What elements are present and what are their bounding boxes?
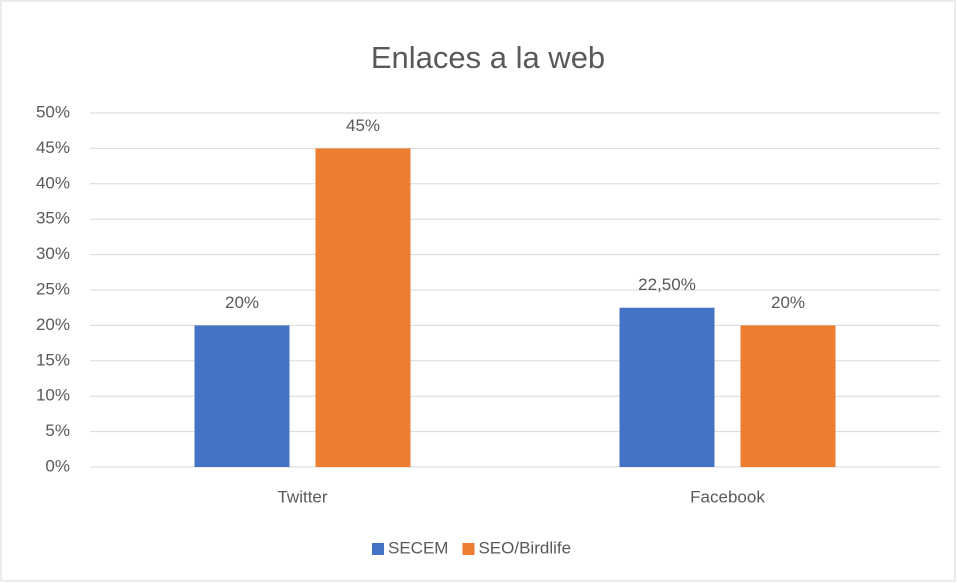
value-label: 45% xyxy=(346,116,380,135)
legend-swatch xyxy=(462,543,475,555)
bar xyxy=(740,325,836,467)
bar xyxy=(194,325,290,467)
y-tick-label: 15% xyxy=(36,350,70,369)
bar xyxy=(315,148,411,467)
y-tick-label: 5% xyxy=(45,421,70,440)
bar xyxy=(619,307,715,467)
legend-label: SECEM xyxy=(388,538,448,557)
value-label: 22,50% xyxy=(638,275,696,294)
y-tick-label: 0% xyxy=(45,456,70,475)
y-tick-label: 20% xyxy=(36,315,70,334)
y-tick-label: 35% xyxy=(36,209,70,228)
y-tick-label: 40% xyxy=(36,173,70,192)
value-label: 20% xyxy=(225,293,259,312)
legend-swatch xyxy=(372,543,384,555)
y-tick-label: 45% xyxy=(36,138,70,157)
legend-label: SEO/Birdlife xyxy=(478,538,571,557)
x-tick-label: Twitter xyxy=(277,487,327,506)
value-label: 20% xyxy=(771,293,805,312)
y-tick-label: 30% xyxy=(36,244,70,263)
y-tick-label: 25% xyxy=(36,279,70,298)
chart-title: Enlaces a la web xyxy=(371,40,605,75)
y-tick-label: 50% xyxy=(36,102,70,121)
y-tick-label: 10% xyxy=(36,386,70,405)
x-tick-label: Facebook xyxy=(690,487,765,506)
